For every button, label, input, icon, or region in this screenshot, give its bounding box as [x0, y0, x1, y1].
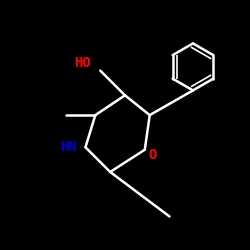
Text: HO: HO	[74, 56, 91, 70]
Text: HN: HN	[60, 140, 76, 154]
Text: O: O	[148, 148, 156, 162]
